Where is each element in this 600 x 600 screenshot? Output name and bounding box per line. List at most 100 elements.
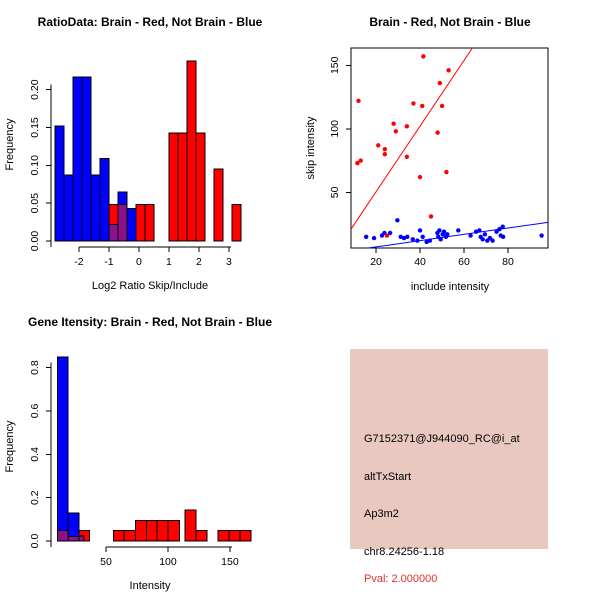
gene-intensity-histogram-plot: 0.0 0.2 0.4 0.6 0.8 50 100 150 Frequency — [4, 356, 252, 568]
data-point-blue — [363, 234, 369, 240]
data-point-blue — [410, 237, 415, 242]
data-point-red — [404, 154, 410, 159]
data-point-red — [393, 129, 399, 134]
y-tick-label: 0.05 — [29, 193, 41, 214]
data-point-blue — [445, 232, 450, 237]
histogram-bar-red — [167, 519, 180, 542]
y-tick-label: 100 — [329, 120, 341, 138]
x-tick-label: 3 — [226, 256, 232, 268]
x-tick-label: 2 — [196, 256, 202, 268]
data-point-red — [384, 233, 390, 238]
histogram-bar-blue — [63, 174, 74, 242]
x-tick-label: 150 — [221, 556, 239, 568]
info-locus: chr8.24256-1.18 — [364, 546, 445, 558]
y-axis-label: skip intensity — [305, 116, 317, 179]
info-pval: Pval: 2.000000 — [364, 573, 438, 585]
y-tick-label: 50 — [329, 186, 341, 198]
info-box: G7152371@J944090_RC@i_at altTxStart Ap3m… — [350, 349, 548, 585]
data-point-red — [417, 174, 423, 180]
histogram-bar-red — [112, 530, 125, 542]
data-point-blue — [405, 234, 410, 240]
histogram-bar-blue — [90, 174, 101, 242]
histogram-bar-blue — [126, 207, 137, 242]
histogram-bar-red — [177, 132, 188, 242]
data-point-blue — [398, 234, 403, 240]
x-tick-label: 50 — [100, 556, 112, 568]
data-point-blue — [500, 224, 505, 229]
x-tick-label: 80 — [502, 256, 514, 268]
data-point-blue — [468, 233, 473, 238]
data-point-red — [391, 121, 396, 126]
info-gene-name: Ap3m2 — [364, 508, 399, 520]
intensity-scatter-plot: 20 40 60 80 50 100 150 skip intensity — [305, 47, 549, 268]
x-tick-label: 0 — [136, 256, 142, 268]
histogram-bar-red — [239, 530, 252, 542]
scatter-title: Brain - Red, Not Brain - Blue — [369, 15, 531, 29]
x-tick-label: 40 — [414, 256, 426, 268]
data-point-blue — [417, 228, 423, 233]
histogram-bar-blue — [81, 76, 92, 242]
x-tick-label: 60 — [458, 256, 470, 268]
data-point-red — [439, 103, 445, 109]
y-tick-label: 0.20 — [29, 79, 41, 100]
plot-box — [350, 47, 549, 249]
data-point-red — [376, 143, 381, 148]
histogram-bar-blue — [56, 356, 69, 542]
data-point-red — [444, 169, 449, 175]
regression-line-red — [350, 47, 473, 230]
data-point-red — [421, 54, 426, 59]
ratio-histogram-title: RatioData: Brain - Red, Not Brain - Blue — [37, 15, 263, 29]
data-point-blue — [473, 229, 479, 234]
y-tick-label: 0.0 — [29, 534, 41, 549]
data-point-red — [358, 158, 363, 163]
x-tick-label: 20 — [370, 256, 382, 268]
histogram-bar-blue — [54, 125, 65, 242]
data-point-blue — [494, 229, 499, 234]
histogram-overlap-bar — [78, 535, 85, 542]
y-tick-label: 0.6 — [29, 404, 41, 419]
y-tick-label: 150 — [329, 56, 341, 74]
histogram-bar-red — [228, 530, 241, 542]
data-point-blue — [539, 233, 544, 238]
y-tick-label: 0.4 — [29, 447, 41, 462]
histogram-bar-red — [144, 204, 155, 242]
y-tick-label: 0.2 — [29, 490, 41, 505]
histogram-bar-blue — [72, 76, 83, 242]
y-tick-label: 0.8 — [29, 360, 41, 375]
data-point-blue — [482, 232, 488, 237]
histogram-bar-red — [186, 60, 197, 242]
data-point-blue — [427, 238, 433, 243]
y-tick-label: 0.00 — [29, 231, 41, 252]
ratio-histogram-xlabel: Log2 Ratio Skip/Include — [91, 280, 209, 292]
data-point-blue — [477, 228, 482, 233]
data-point-red — [420, 103, 425, 109]
regression-line-blue — [368, 221, 549, 249]
histogram-bar-red — [145, 519, 158, 542]
histogram-overlap-bar — [67, 536, 80, 542]
histogram-bar-red — [156, 519, 169, 542]
histogram-bar-red — [123, 530, 136, 542]
histogram-overlap-bar — [108, 223, 119, 242]
panel-intensity-scatter: 20 40 60 80 50 100 150 skip intensity Brain - R… — [300, 0, 600, 300]
histogram-bar-red — [195, 132, 206, 242]
panel-ratio-histogram: 0.00 0.05 0.10 0.15 0.20 -2 -1 0 1 2 3 Frequency Ra… — [0, 0, 300, 300]
histogram-bar-red — [135, 204, 146, 242]
data-point-red — [428, 214, 434, 219]
x-tick-label: 100 — [159, 556, 177, 568]
data-point-red — [411, 101, 416, 106]
gene-histogram-title: Gene Itensity: Brain - Red, Not Brain - … — [27, 315, 273, 329]
histogram-bar-blue — [99, 158, 110, 242]
data-point-blue — [371, 235, 377, 241]
y-axis-label: Frequency — [4, 420, 16, 472]
data-point-red — [404, 124, 410, 129]
data-point-blue — [456, 228, 461, 233]
data-point-blue — [438, 237, 443, 242]
histogram-bar-red — [213, 168, 224, 242]
panel-gene-info: G7152371@J944090_RC@i_at altTxStart Ap3m… — [300, 300, 600, 600]
histogram-overlap-bar — [56, 530, 69, 542]
x-tick-label: -1 — [104, 256, 113, 268]
data-point-red — [437, 80, 443, 86]
data-point-blue — [497, 226, 502, 232]
info-event-type: altTxStart — [364, 471, 412, 483]
histogram-overlap-bar — [117, 204, 128, 242]
